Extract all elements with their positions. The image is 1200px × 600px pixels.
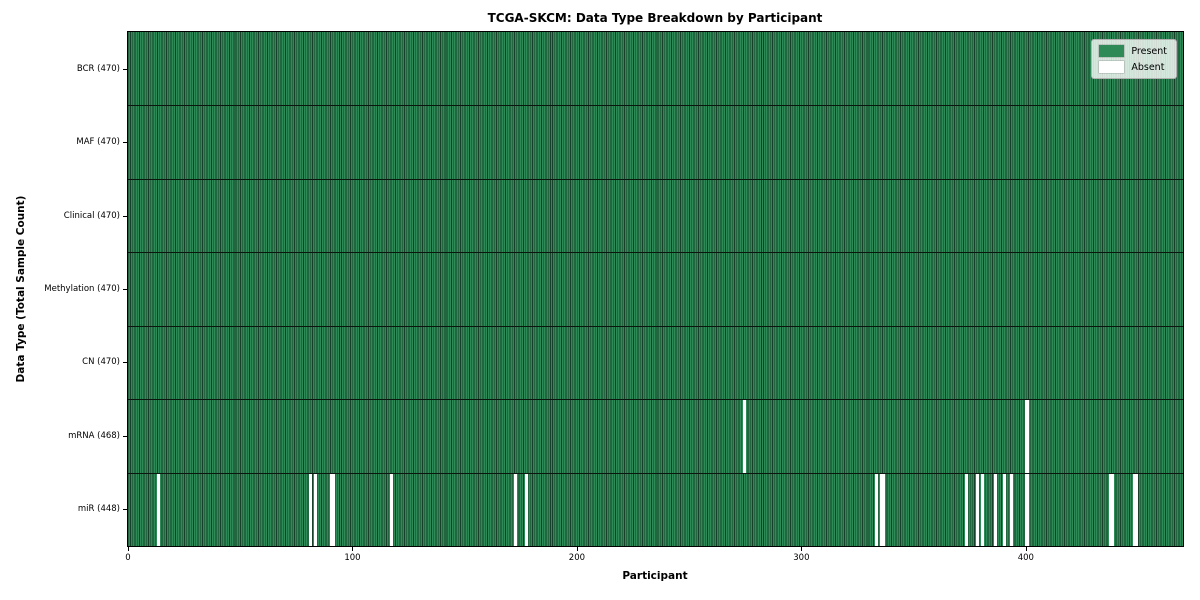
y-tick-label: mRNA (468) [68, 430, 120, 441]
y-tick-mark [123, 215, 127, 217]
absent-stripe [742, 400, 746, 473]
absent-stripe [313, 473, 317, 546]
legend-present-swatch [1099, 45, 1125, 57]
y-tick-label: MAF (470) [76, 137, 120, 148]
legend-present-label: Present [1131, 45, 1167, 57]
legend-entry-absent: Absent [1099, 61, 1167, 73]
absent-stripe [513, 473, 517, 546]
chart-title: TCGA-SKCM: Data Type Breakdown by Partic… [487, 11, 823, 25]
y-tick-mark [123, 435, 127, 437]
absent-stripe [980, 473, 984, 546]
x-tick-mark [576, 547, 578, 551]
x-axis-title: Participant [622, 570, 688, 582]
y-tick-label: BCR (470) [76, 63, 120, 74]
absent-stripe [329, 473, 333, 546]
absent-stripe [1009, 473, 1013, 546]
absent-stripe [1025, 400, 1029, 473]
y-tick-mark [123, 68, 127, 70]
y-tick-mark [123, 362, 127, 364]
x-tick-label: 300 [793, 553, 810, 563]
heatmap-row-mrna [128, 399, 1183, 473]
x-tick-label: 200 [568, 553, 586, 563]
absent-stripe [331, 473, 335, 546]
legend-entry-present: Present [1099, 45, 1167, 57]
y-tick-label: CN (470) [82, 357, 120, 368]
absent-stripe [976, 473, 980, 546]
absent-stripe [390, 473, 394, 546]
legend-absent-label: Absent [1131, 61, 1165, 73]
absent-stripe [1003, 473, 1007, 546]
absent-stripe [524, 473, 528, 546]
absent-stripe [1025, 473, 1029, 546]
legend: Present Absent [1091, 39, 1177, 79]
absent-stripe [881, 473, 885, 546]
x-tick-label: 100 [344, 553, 361, 563]
y-tick-mark [123, 142, 127, 144]
x-tick-mark [1025, 547, 1027, 551]
y-tick-mark [123, 289, 127, 290]
absent-stripe [1135, 473, 1139, 546]
absent-stripe [156, 473, 160, 546]
heatmap-row-bcr [128, 32, 1183, 106]
absent-stripe [875, 473, 879, 546]
x-tick-mark [352, 547, 354, 551]
absent-stripe [964, 473, 968, 546]
absent-stripe [309, 473, 313, 546]
y-tick-label: Clinical (470) [63, 210, 120, 221]
legend-absent-swatch [1099, 61, 1125, 73]
heatmap-row-cn [128, 325, 1183, 400]
x-tick-mark [801, 547, 803, 551]
absent-stripe [1110, 473, 1114, 546]
heatmap-row-maf [128, 105, 1183, 179]
x-tick-mark [128, 547, 129, 551]
heatmap-row-clinical [128, 178, 1183, 253]
absent-stripe [1133, 473, 1137, 546]
y-tick-label: miR (448) [77, 504, 120, 515]
absent-stripe [994, 473, 998, 546]
heatmap-row-mir [128, 472, 1183, 546]
heatmap-row-methylation [128, 252, 1183, 326]
y-tick-mark [123, 509, 127, 511]
absent-stripe [879, 473, 883, 546]
plot-area: Present Absent [127, 31, 1184, 547]
x-tick-label: 0 [125, 553, 131, 563]
x-tick-label: 400 [1017, 553, 1034, 563]
absent-stripe [1108, 473, 1112, 546]
y-tick-label: Methylation (470) [44, 284, 120, 294]
